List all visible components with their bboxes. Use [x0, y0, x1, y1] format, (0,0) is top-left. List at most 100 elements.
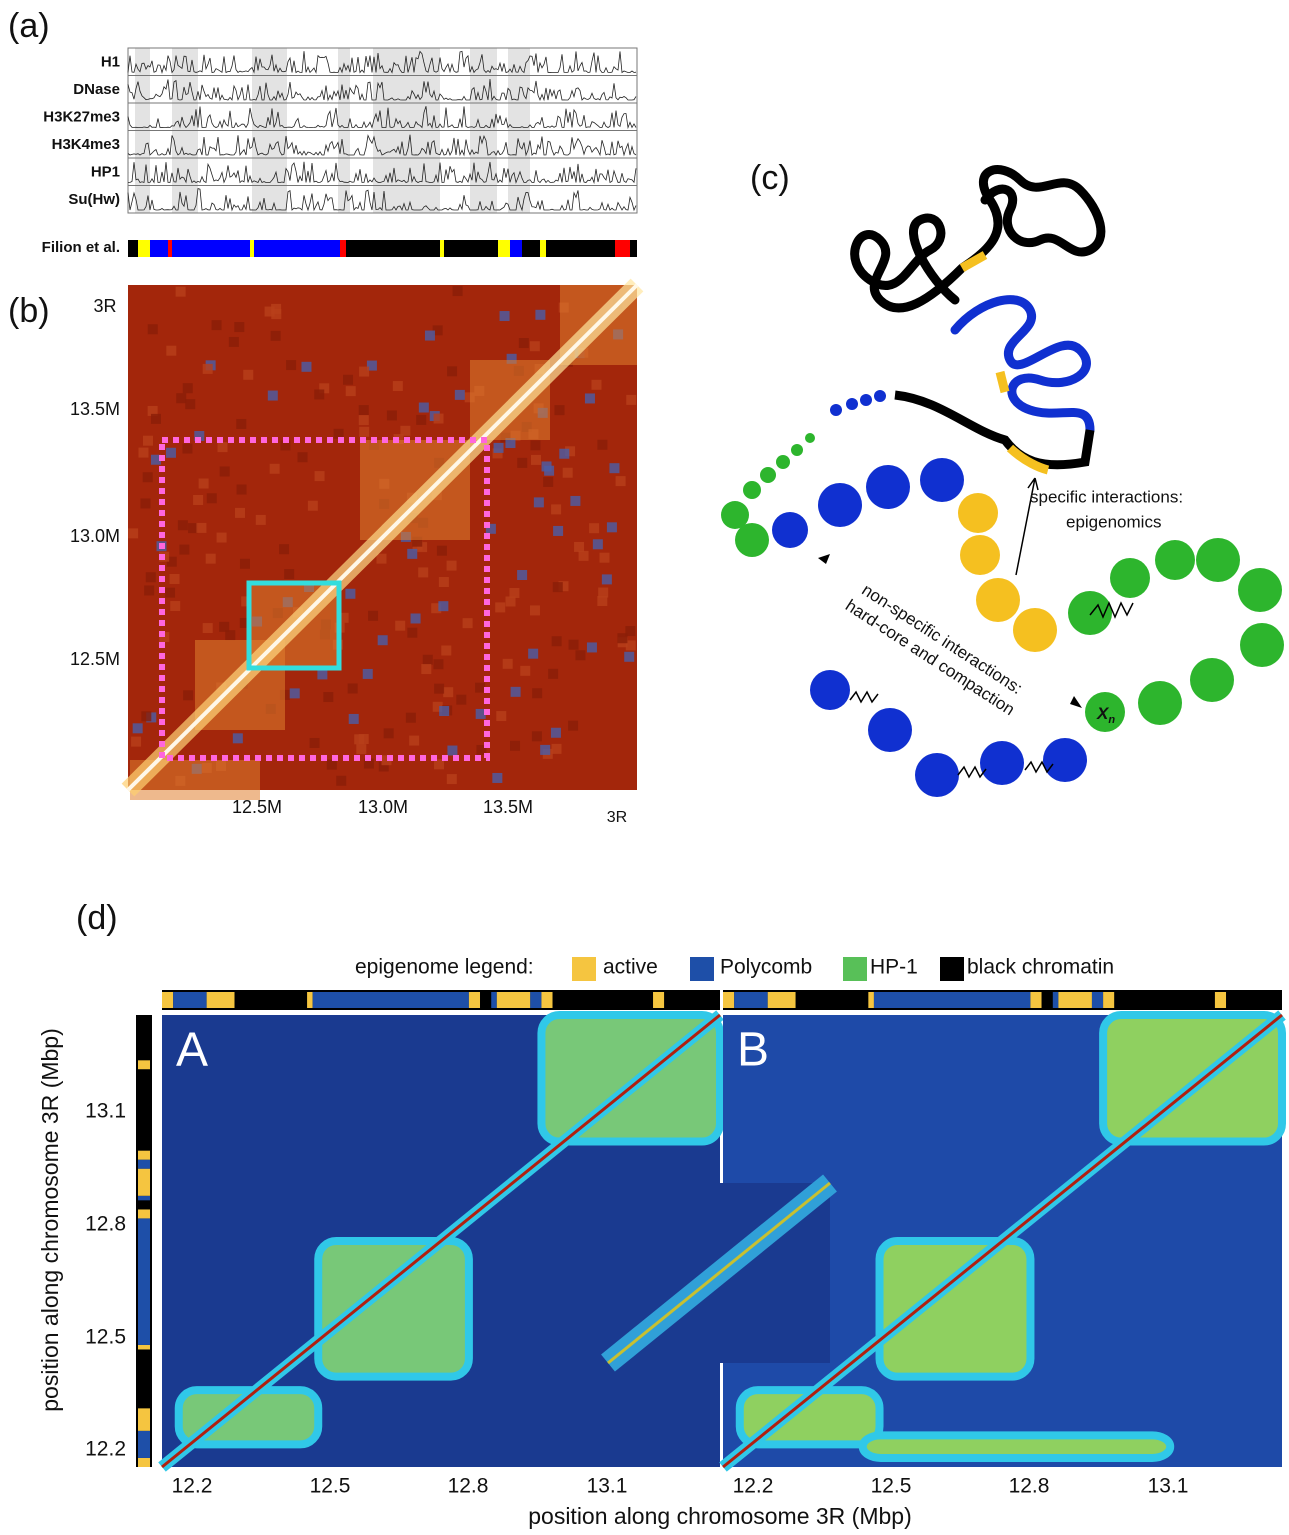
- state-segment: [138, 1349, 150, 1409]
- state-segment: [563, 992, 654, 1008]
- heatmap-cell: [496, 711, 507, 722]
- state-segment: [172, 240, 250, 257]
- heatmap-cell: [530, 454, 541, 465]
- track-frame: [127, 185, 638, 214]
- region-box: [159, 437, 490, 761]
- state-segment: [541, 992, 553, 1008]
- state-segment: [162, 992, 174, 1008]
- heatmap-cell: [239, 558, 250, 569]
- x-tick-label: 13.1: [587, 1475, 628, 1498]
- heatmap-cell: [517, 457, 528, 468]
- heatmap-cell: [176, 393, 187, 404]
- chrom-label: 3R: [93, 296, 116, 316]
- heatmap-cell: [438, 577, 449, 588]
- heatmap-cell: [476, 744, 487, 755]
- heatmap-cell: [145, 572, 156, 583]
- state-segment: [138, 1218, 150, 1345]
- spring: [849, 690, 1054, 779]
- heatmap-cell: [255, 514, 266, 525]
- track-label: H3K4me3: [52, 136, 120, 153]
- bead: [776, 455, 790, 469]
- heatmap-cell: [183, 690, 194, 701]
- bead: [915, 753, 959, 797]
- heatmap-cell: [182, 443, 193, 454]
- panel-label: (a): [8, 7, 50, 45]
- heatmap-cell: [505, 596, 516, 607]
- heatmap-cell: [219, 466, 230, 477]
- bead: [980, 741, 1024, 785]
- heatmap-cell: [239, 617, 250, 628]
- heatmap-cell: [196, 522, 207, 533]
- heatmap-cell: [584, 393, 595, 404]
- heatmap-cell: [362, 668, 373, 679]
- heatmap-cell: [509, 587, 520, 598]
- state-segment: [1091, 992, 1104, 1008]
- state-segment: [206, 992, 235, 1008]
- diagonal: [722, 1013, 1283, 1469]
- state-segment: [1030, 992, 1042, 1008]
- heatmap-cell: [485, 523, 496, 534]
- track-signal: [127, 106, 637, 130]
- state-segment: [1125, 992, 1215, 1008]
- heatmap-cell: [366, 360, 377, 371]
- heatmap-cell: [510, 740, 521, 751]
- heatmap-cell: [431, 603, 442, 614]
- heatmap-cell: [624, 651, 635, 662]
- heatmap-cell: [568, 720, 579, 731]
- heatmap-cell: [289, 688, 300, 699]
- heatmap-cell: [502, 658, 513, 669]
- heatmap-cell: [243, 369, 254, 380]
- heatmap-cell: [597, 439, 608, 450]
- y-tick-label: 13.0M: [70, 526, 120, 546]
- heatmap-cell: [179, 544, 190, 555]
- legend-label: HP-1: [870, 956, 918, 979]
- track-signal: [127, 134, 637, 157]
- heatmap-cell: [206, 493, 217, 504]
- state-segment: [1114, 992, 1126, 1008]
- symbol: X: [1096, 704, 1110, 723]
- heatmap-cell: [368, 610, 379, 621]
- heatmap-cell: [202, 363, 213, 374]
- active-link: [995, 370, 1010, 394]
- filion-label: Filion et al.: [42, 239, 120, 256]
- state-segment: [254, 240, 340, 257]
- heatmap-cell: [314, 389, 325, 400]
- heatmap-cell: [499, 311, 510, 322]
- heatmap-cell: [548, 668, 559, 679]
- state-segment: [468, 992, 481, 1008]
- state-segment: [128, 240, 138, 257]
- heatmap-cell: [376, 553, 387, 564]
- state-segment: [664, 992, 720, 1008]
- heatmap-cell: [358, 415, 369, 426]
- heatmap-cell: [568, 639, 579, 650]
- state-segment: [138, 1344, 150, 1350]
- heatmap-cell: [236, 418, 247, 429]
- tracks-panel: H1 DNase H3K27me3 H3K4me3 HP1 Su(Hw) Filion et…: [42, 47, 638, 257]
- arrow: [1015, 477, 1039, 576]
- state-segment: [552, 992, 564, 1008]
- state-segment: [1052, 992, 1059, 1008]
- heatmap-cell: [529, 341, 540, 352]
- state-segment: [138, 1060, 150, 1070]
- state-segment: [546, 240, 615, 257]
- bead: [805, 433, 815, 443]
- track-signal: [127, 161, 637, 185]
- heatmap-cell: [433, 413, 444, 424]
- heatmap-cell: [271, 309, 282, 320]
- heatmap-cell: [405, 712, 416, 723]
- heatmap-cell: [625, 626, 636, 637]
- heatmap-cell: [386, 410, 397, 421]
- heatmap-cell: [495, 602, 506, 613]
- heatmap-cell: [194, 430, 205, 441]
- heatmap-cell: [551, 504, 562, 515]
- heatmap-cell: [531, 731, 542, 742]
- heatmap-cell: [177, 520, 188, 531]
- heatmap-cell: [447, 745, 458, 756]
- heatmap-cell: [188, 523, 199, 534]
- legend-label: Polycomb: [720, 956, 812, 979]
- heatmap-cell: [409, 735, 420, 746]
- state-segment: [795, 992, 869, 1008]
- heatmap-cell: [345, 386, 356, 397]
- legend-swatch: [940, 957, 964, 981]
- legend-title: epigenome legend:: [355, 956, 534, 979]
